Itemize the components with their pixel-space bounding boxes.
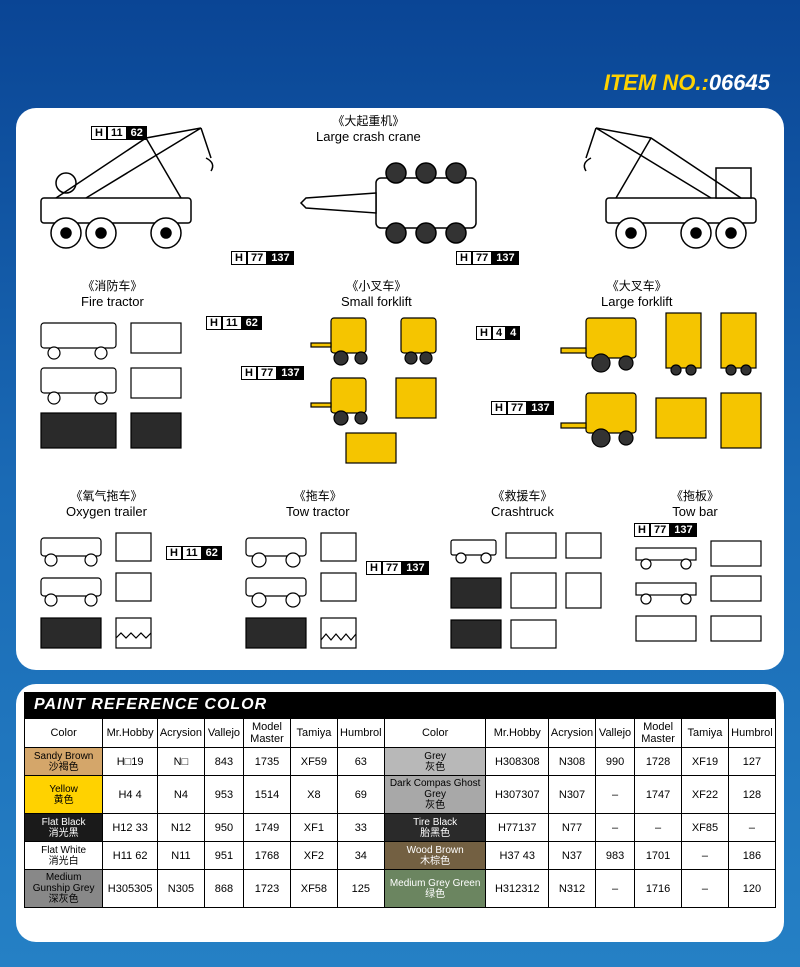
item-number-header: ITEM NO.:06645: [604, 70, 770, 96]
code-h77-137-fork: H77137: [241, 363, 304, 381]
oxygen-icons: [36, 528, 186, 663]
code-h77-137-lfork: H77137: [491, 398, 554, 416]
fire-tractor-icons: [36, 318, 206, 463]
crane-left: [36, 123, 231, 258]
label-tow-bar: 《拖板》Tow bar: [671, 488, 719, 519]
code-h4-4: H44: [476, 323, 520, 341]
code-h77-137-bar: H77137: [634, 520, 697, 538]
code-h11-62-crane: H1162: [91, 123, 147, 141]
crane-right: [561, 123, 761, 258]
crashtruck-icons: [446, 528, 616, 663]
label-small-forklift: 《小叉车》Small forklift: [341, 278, 412, 309]
label-crashtruck: 《救援车》Crashtruck: [491, 488, 554, 519]
code-h11-62-fire: H1162: [206, 313, 262, 331]
paint-table: ColorMr.HobbyAcrysionVallejoModel Master…: [24, 718, 776, 908]
label-tow-tractor: 《拖车》Tow tractor: [286, 488, 350, 519]
small-forklift-icons: [306, 308, 476, 473]
paint-header: PAINT REFERENCE COLOR: [24, 692, 776, 718]
code-h77-137-crane1: H77137: [231, 248, 294, 266]
label-oxygen: 《氧气拖车》Oxygen trailer: [66, 488, 147, 519]
paint-panel: PAINT REFERENCE COLOR ColorMr.HobbyAcrys…: [16, 684, 784, 942]
tow-tractor-icons: [241, 528, 391, 663]
label-large-crane: 《大起重机》Large crash crane: [316, 113, 421, 144]
item-number: 06645: [709, 70, 770, 95]
table-row: Medium Gunship Grey深灰色H305305N3058681723…: [25, 870, 776, 908]
label-fire-tractor: 《消防车》Fire tractor: [81, 278, 144, 309]
crane-top: [296, 148, 496, 263]
item-label: ITEM NO.:: [604, 70, 709, 95]
diagram-panel: 《大起重机》Large crash crane H1162: [16, 108, 784, 670]
table-row: Sandy Brown沙褐色H□19N□8431735XF5963Grey灰色H…: [25, 748, 776, 776]
table-row: Yellow黄色H4 4N49531514X869Dark Compas Gho…: [25, 776, 776, 814]
code-h77-137-tow: H77137: [366, 558, 429, 576]
label-large-forklift: 《大叉车》Large forklift: [601, 278, 673, 309]
code-h77-137-crane2: H77137: [456, 248, 519, 266]
large-forklift-icons: [556, 308, 771, 483]
tow-bar-icons: [631, 538, 771, 663]
table-row: Flat White消光白H11 62N119511768XF234Wood B…: [25, 842, 776, 870]
code-h11-62-oxy: H1162: [166, 543, 222, 561]
table-header-row: ColorMr.HobbyAcrysionVallejoModel Master…: [25, 719, 776, 748]
table-row: Flat Black消光黑H12 33N129501749XF133Tire B…: [25, 814, 776, 842]
